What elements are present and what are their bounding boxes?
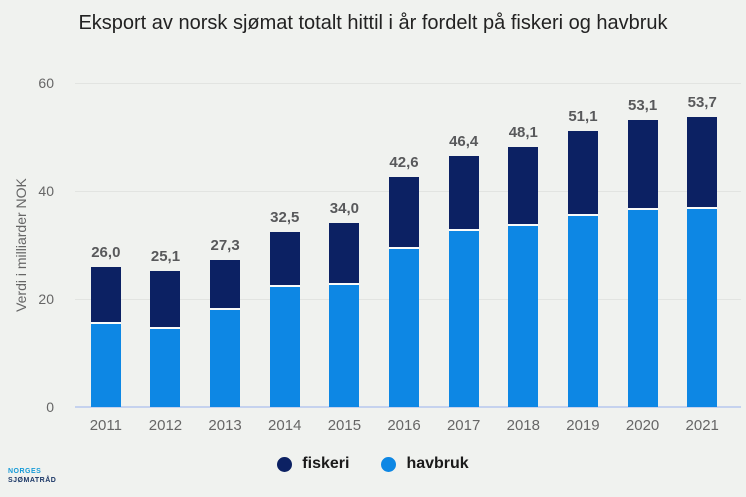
x-tick-label-2015: 2015: [327, 417, 362, 434]
bar-slot-2020: 53,1: [613, 83, 673, 407]
bar-segment-fiskeri-2017: [448, 156, 479, 230]
x-tick-label-2017: 2017: [446, 417, 481, 434]
fiskeri-dot-icon: [277, 456, 293, 472]
bar-segment-fiskeri-2021: [687, 117, 718, 207]
x-tick-label-2021: 2021: [685, 417, 719, 434]
bar-segment-fiskeri-2019: [567, 131, 598, 214]
y-tick-label-40: 40: [38, 183, 54, 199]
legend-item-fiskeri: fiskeri: [277, 455, 349, 473]
bar-segment-havbruk-2016: [389, 247, 420, 407]
y-tick-label-20: 20: [38, 291, 54, 307]
bar-segment-havbruk-2018: [508, 224, 539, 407]
bar-value-label-2011: 26,0: [91, 243, 121, 261]
x-tick-label-2011: 2011: [89, 417, 122, 434]
gridline-60: [75, 83, 741, 84]
bar-segment-fiskeri-2012: [150, 271, 181, 328]
bar-slot-2021: 53,7: [672, 83, 732, 407]
bar-2011: [90, 266, 121, 407]
x-tick-label-2013: 2013: [208, 417, 242, 434]
x-tick-label-2020: 2020: [625, 417, 660, 434]
bar-value-label-2014: 32,5: [270, 208, 300, 226]
x-tick-label-2016: 2016: [387, 417, 421, 434]
legend-item-havbruk: havbruk: [381, 455, 469, 473]
bar-2015: [329, 223, 360, 407]
bar-slot-2015: 34,0: [315, 83, 375, 407]
plot-area: 26,0 25,1 27,3 32,5 34,0 42,6 46,4 48,1 51,1 53,1…: [75, 83, 741, 408]
bar-segment-fiskeri-2011: [90, 266, 121, 322]
bar-segment-havbruk-2012: [150, 327, 181, 407]
bar-2019: [567, 131, 598, 407]
bar-value-label-2018: 48,1: [508, 124, 538, 142]
bar-segment-havbruk-2017: [448, 229, 479, 407]
bar-segment-havbruk-2015: [329, 283, 360, 407]
bar-value-label-2021: 53,7: [687, 94, 717, 112]
chart-title: Eksport av norsk sjømat totalt hittil i …: [78, 12, 668, 34]
y-axis-title: Verdi i milliarder NOK: [13, 178, 29, 312]
bar-segment-fiskeri-2014: [269, 231, 300, 285]
legend-label-havbruk: havbruk: [406, 455, 469, 472]
y-tick-label-0: 0: [46, 399, 54, 415]
bar-value-label-2012: 25,1: [150, 248, 181, 266]
bar-slot-2011: 26,0: [76, 83, 136, 407]
bar-2017: [448, 156, 479, 407]
legend-label-fiskeri: fiskeri: [302, 455, 350, 472]
bar-value-label-2016: 42,6: [389, 153, 419, 171]
bar-segment-fiskeri-2015: [329, 223, 360, 284]
bar-slot-2014: 32,5: [255, 83, 315, 407]
norges-sjomatrad-logo: NORGES SJØMATRÅD: [8, 467, 56, 485]
x-tick-label-2012: 2012: [148, 417, 183, 434]
bar-segment-havbruk-2013: [210, 307, 241, 407]
bar-2018: [508, 147, 539, 407]
bar-slot-2012: 25,1: [136, 83, 196, 407]
bar-2020: [627, 120, 658, 407]
x-axis-line: [75, 406, 741, 408]
bar-value-label-2013: 27,3: [210, 236, 240, 254]
bar-2016: [389, 176, 420, 407]
bar-2013: [210, 259, 241, 407]
bar-value-label-2017: 46,4: [449, 133, 479, 151]
logo-line-2: SJØMATRÅD: [8, 477, 57, 484]
bar-segment-fiskeri-2018: [508, 147, 539, 225]
havbruk-dot-icon: [381, 456, 397, 472]
bar-2021: [687, 117, 718, 407]
x-tick-labels: 2011 2012 2013 2014 2015 2016 2017 2018 2019 2020…: [76, 417, 732, 434]
bar-segment-havbruk-2019: [567, 213, 598, 407]
bar-value-label-2015: 34,0: [329, 200, 359, 218]
bar-value-label-2020: 53,1: [627, 97, 658, 115]
logo-line-1: NORGES: [8, 468, 42, 475]
bar-slot-2019: 51,1: [553, 83, 613, 407]
bar-slot-2018: 48,1: [493, 83, 553, 407]
y-tick-label-60: 60: [38, 75, 54, 91]
legend: fiskeri havbruk: [0, 455, 746, 473]
bar-value-label-2019: 51,1: [568, 108, 598, 126]
bar-slot-2017: 46,4: [434, 83, 494, 407]
bar-segment-havbruk-2014: [269, 284, 300, 407]
bar-slot-2016: 42,6: [374, 83, 434, 407]
bar-2012: [150, 271, 181, 407]
x-tick-label-2019: 2019: [566, 417, 600, 434]
bar-segment-fiskeri-2013: [210, 259, 241, 308]
bar-segment-fiskeri-2016: [389, 176, 420, 248]
bar-segment-fiskeri-2020: [627, 120, 658, 208]
bar-segment-havbruk-2011: [90, 321, 121, 407]
x-tick-label-2018: 2018: [506, 417, 540, 434]
bars-container: 26,0 25,1 27,3 32,5 34,0 42,6 46,4 48,1 51,1 53,1…: [76, 83, 732, 407]
x-tick-label-2014: 2014: [268, 417, 302, 434]
bar-segment-havbruk-2021: [687, 206, 718, 407]
bar-segment-havbruk-2020: [627, 207, 658, 407]
bar-slot-2013: 27,3: [195, 83, 255, 407]
bar-2014: [269, 231, 300, 408]
